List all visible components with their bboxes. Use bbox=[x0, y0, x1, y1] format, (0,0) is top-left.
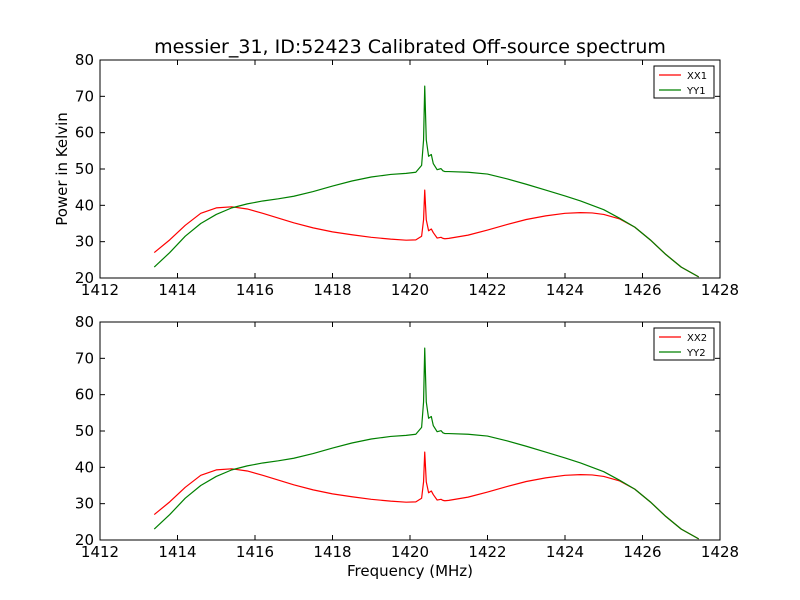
x-tick-label: 1428 bbox=[701, 281, 739, 299]
y-tick-label: 60 bbox=[75, 124, 94, 142]
series-line-xx1 bbox=[153, 189, 699, 278]
subplot-1: 1412 1414 1416 1418 1420 1422 1424 1426 1428 20 30… bbox=[75, 51, 739, 299]
x-tick-label: 1422 bbox=[468, 281, 506, 299]
y-tick-label: 40 bbox=[75, 196, 94, 214]
y-axis-label: Power in Kelvin bbox=[53, 112, 71, 226]
x-tick-label: 1416 bbox=[236, 543, 274, 561]
x-tick-label: 1424 bbox=[546, 281, 584, 299]
y-tick-label: 30 bbox=[75, 495, 94, 513]
y-tick-label: 70 bbox=[75, 87, 94, 105]
x-tick-label: 1426 bbox=[623, 543, 661, 561]
x-tick-label: 1414 bbox=[158, 281, 196, 299]
x-tick-label: 1412 bbox=[81, 543, 119, 561]
series-line-xx2 bbox=[153, 451, 699, 540]
y-tick-label: 50 bbox=[75, 422, 94, 440]
legend-label-yy1: YY1 bbox=[686, 86, 706, 97]
x-tick-label: 1418 bbox=[313, 281, 351, 299]
x-tick-label: 1422 bbox=[468, 543, 506, 561]
subplot-panels: 1412 1414 1416 1418 1420 1422 1424 1426 1428 20 30… bbox=[75, 51, 739, 561]
legend-label-xx1: XX1 bbox=[687, 71, 707, 82]
y-tick-label: 80 bbox=[75, 51, 94, 69]
y-tick-label: 40 bbox=[75, 458, 94, 476]
x-tick-label: 1414 bbox=[158, 543, 196, 561]
series-group bbox=[153, 347, 699, 540]
x-tick-label: 1420 bbox=[391, 281, 429, 299]
legend-label-xx2: XX2 bbox=[687, 333, 707, 344]
y-tick-label: 20 bbox=[75, 531, 94, 549]
x-tick-label: 1428 bbox=[701, 543, 739, 561]
series-line-yy1 bbox=[153, 85, 699, 278]
legend-box bbox=[653, 327, 715, 361]
chart-title: messier_31, ID:52423 Calibrated Off-sour… bbox=[154, 36, 666, 58]
y-tick-label: 60 bbox=[75, 386, 94, 404]
x-tick-label: 1426 bbox=[623, 281, 661, 299]
y-tick-label: 20 bbox=[75, 269, 94, 287]
x-tick-label: 1424 bbox=[546, 543, 584, 561]
series-line-yy2 bbox=[153, 347, 699, 540]
x-tick-label: 1416 bbox=[236, 281, 274, 299]
y-tick-label: 30 bbox=[75, 233, 94, 251]
legend-box bbox=[653, 65, 715, 99]
x-tick-label: 1420 bbox=[391, 543, 429, 561]
legend-label-yy2: YY2 bbox=[686, 348, 706, 359]
y-tick-label: 80 bbox=[75, 313, 94, 331]
y-tick-label: 70 bbox=[75, 349, 94, 367]
x-tick-label: 1412 bbox=[81, 281, 119, 299]
y-tick-label: 50 bbox=[75, 160, 94, 178]
x-axis-label: Frequency (MHz) bbox=[347, 562, 473, 580]
x-tick-label: 1418 bbox=[313, 543, 351, 561]
subplot-2: 1412 1414 1416 1418 1420 1422 1424 1426 1428 20 30… bbox=[75, 313, 739, 561]
series-group bbox=[153, 85, 699, 278]
